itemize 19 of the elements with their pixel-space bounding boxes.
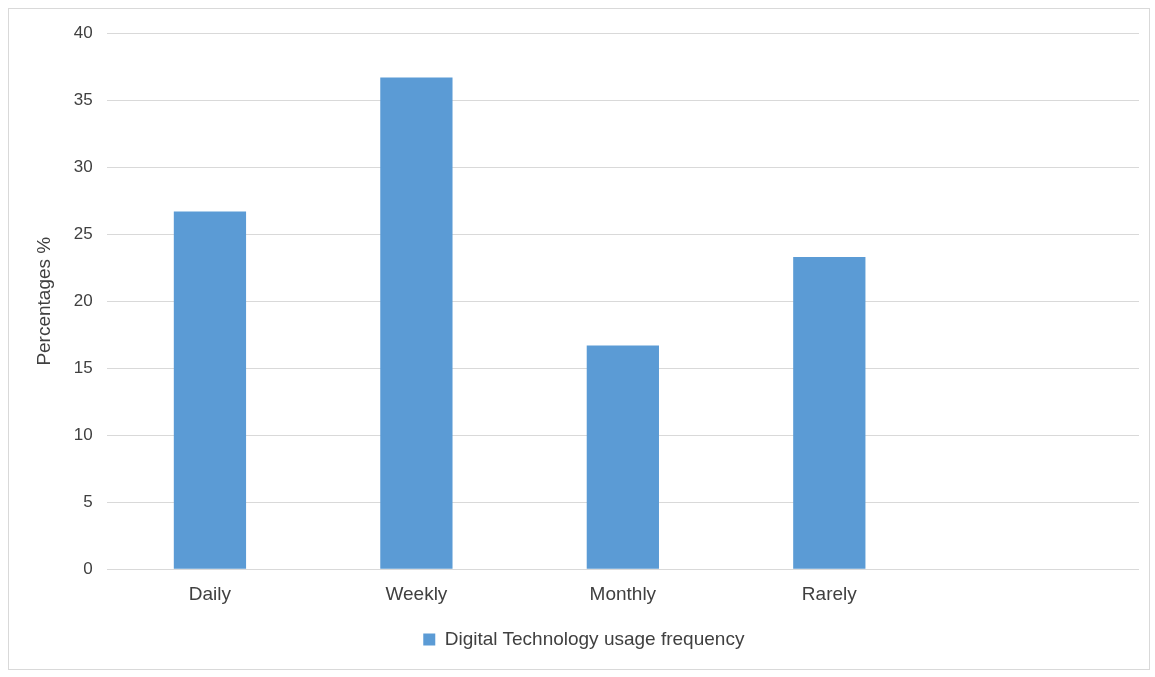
y-tick-label: 20 xyxy=(73,290,93,310)
x-tick-label: Weekly xyxy=(385,582,448,604)
y-axis-title: Percentages % xyxy=(32,236,54,366)
y-tick-label: 15 xyxy=(73,357,93,377)
legend-label: Digital Technology usage frequency xyxy=(444,627,745,649)
y-tick-label: 35 xyxy=(73,89,93,109)
bar xyxy=(173,211,247,569)
y-tick-label: 10 xyxy=(73,424,93,444)
bar xyxy=(793,256,866,569)
x-tick-label: Monthly xyxy=(589,582,657,604)
x-tick-label: Daily xyxy=(188,582,232,604)
bar xyxy=(586,345,659,569)
y-tick-label: 40 xyxy=(73,22,93,42)
x-tick-label: Rarely xyxy=(801,582,858,604)
y-tick-label: 5 xyxy=(83,491,93,511)
y-tick-label: 0 xyxy=(83,558,93,578)
bar xyxy=(380,77,453,569)
y-tick-label: 25 xyxy=(73,223,93,243)
y-tick-label: 30 xyxy=(73,156,93,176)
